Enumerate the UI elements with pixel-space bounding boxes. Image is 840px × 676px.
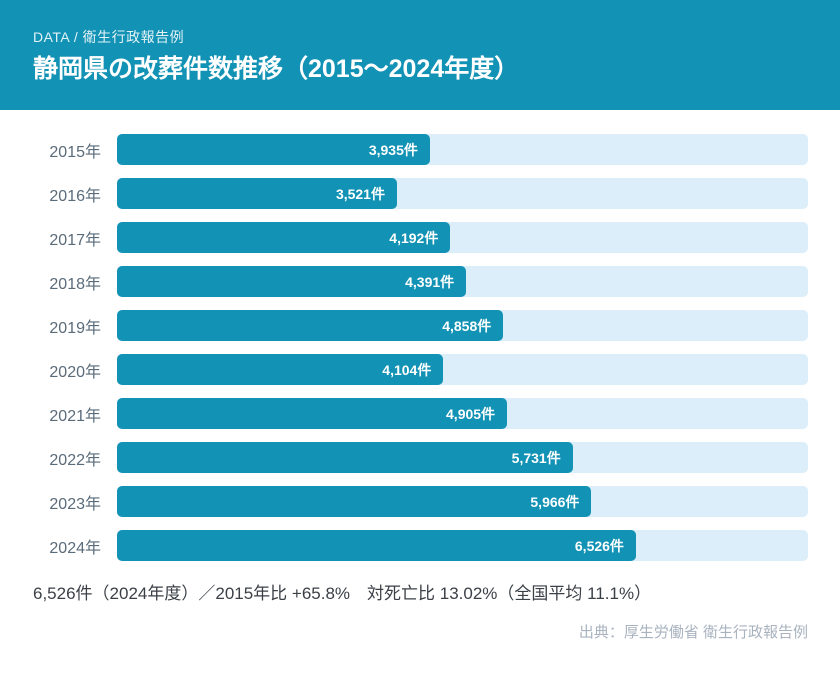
chart-row: 2021年 4,905件 bbox=[33, 398, 808, 429]
bar-track: 4,104件 bbox=[117, 354, 808, 385]
bar: 6,526件 bbox=[117, 530, 636, 561]
year-label: 2017年 bbox=[49, 231, 101, 249]
chart-row: 2019年 4,858件 bbox=[33, 310, 808, 341]
bar: 5,966件 bbox=[117, 486, 592, 517]
bar-value-label: 4,905件 bbox=[446, 405, 496, 422]
bar: 4,104件 bbox=[117, 354, 444, 385]
bar-track: 3,935件 bbox=[117, 134, 808, 165]
page-header: DATA / 衛生行政報告例 静岡県の改葬件数推移（2015〜2024年度） bbox=[0, 0, 840, 110]
header-eyebrow: DATA / 衛生行政報告例 bbox=[33, 28, 185, 45]
bar: 3,935件 bbox=[117, 134, 430, 165]
bar-value-label: 4,192件 bbox=[389, 229, 439, 246]
bar: 4,858件 bbox=[117, 310, 504, 341]
year-label: 2022年 bbox=[49, 451, 101, 469]
bar: 3,521件 bbox=[117, 178, 397, 209]
chart-row: 2024年 6,526件 bbox=[33, 530, 808, 561]
year-label: 2018年 bbox=[49, 275, 101, 293]
year-label: 2021年 bbox=[49, 407, 101, 425]
bar-value-label: 5,966件 bbox=[530, 493, 580, 510]
bar: 5,731件 bbox=[117, 442, 573, 473]
bar-track: 4,905件 bbox=[117, 398, 808, 429]
bar-value-label: 5,731件 bbox=[511, 449, 561, 466]
bar: 4,391件 bbox=[117, 266, 467, 297]
page-title: 静岡県の改葬件数推移（2015〜2024年度） bbox=[33, 54, 520, 83]
bar-value-label: 6,526件 bbox=[574, 537, 624, 554]
bar: 4,192件 bbox=[117, 222, 451, 253]
year-label: 2020年 bbox=[49, 363, 101, 381]
chart-row: 2020年 4,104件 bbox=[33, 354, 808, 385]
chart-row: 2017年 4,192件 bbox=[33, 222, 808, 253]
bar: 4,905件 bbox=[117, 398, 508, 429]
bar-chart: 2015年 3,935件 2016年 3,521件 2017年 4,192件 2018年 4,… bbox=[33, 134, 808, 561]
source-attribution: 出典：厚生労働省 衛生行政報告例 bbox=[578, 624, 808, 642]
bar-value-label: 3,935件 bbox=[368, 141, 418, 158]
bar-track: 3,521件 bbox=[117, 178, 808, 209]
bar-track: 6,526件 bbox=[117, 530, 808, 561]
year-label: 2016年 bbox=[49, 187, 101, 205]
bar-track: 4,858件 bbox=[117, 310, 808, 341]
chart-row: 2018年 4,391件 bbox=[33, 266, 808, 297]
year-label: 2024年 bbox=[49, 539, 101, 557]
chart-row: 2015年 3,935件 bbox=[33, 134, 808, 165]
chart-row: 2023年 5,966件 bbox=[33, 486, 808, 517]
bar-value-label: 3,521件 bbox=[335, 185, 385, 202]
chart-row: 2022年 5,731件 bbox=[33, 442, 808, 473]
year-label: 2019年 bbox=[49, 319, 101, 337]
year-label: 2023年 bbox=[49, 495, 101, 513]
bar-track: 4,391件 bbox=[117, 266, 808, 297]
bar-value-label: 4,104件 bbox=[382, 361, 432, 378]
summary-text: 6,526件（2024年度）／2015年比 +65.8% 対死亡比 13.02%… bbox=[33, 584, 652, 603]
bar-track: 5,966件 bbox=[117, 486, 808, 517]
bar-track: 4,192件 bbox=[117, 222, 808, 253]
bar-value-label: 4,858件 bbox=[442, 317, 492, 334]
bar-value-label: 4,391件 bbox=[405, 273, 455, 290]
bar-track: 5,731件 bbox=[117, 442, 808, 473]
year-label: 2015年 bbox=[49, 143, 101, 161]
chart-row: 2016年 3,521件 bbox=[33, 178, 808, 209]
